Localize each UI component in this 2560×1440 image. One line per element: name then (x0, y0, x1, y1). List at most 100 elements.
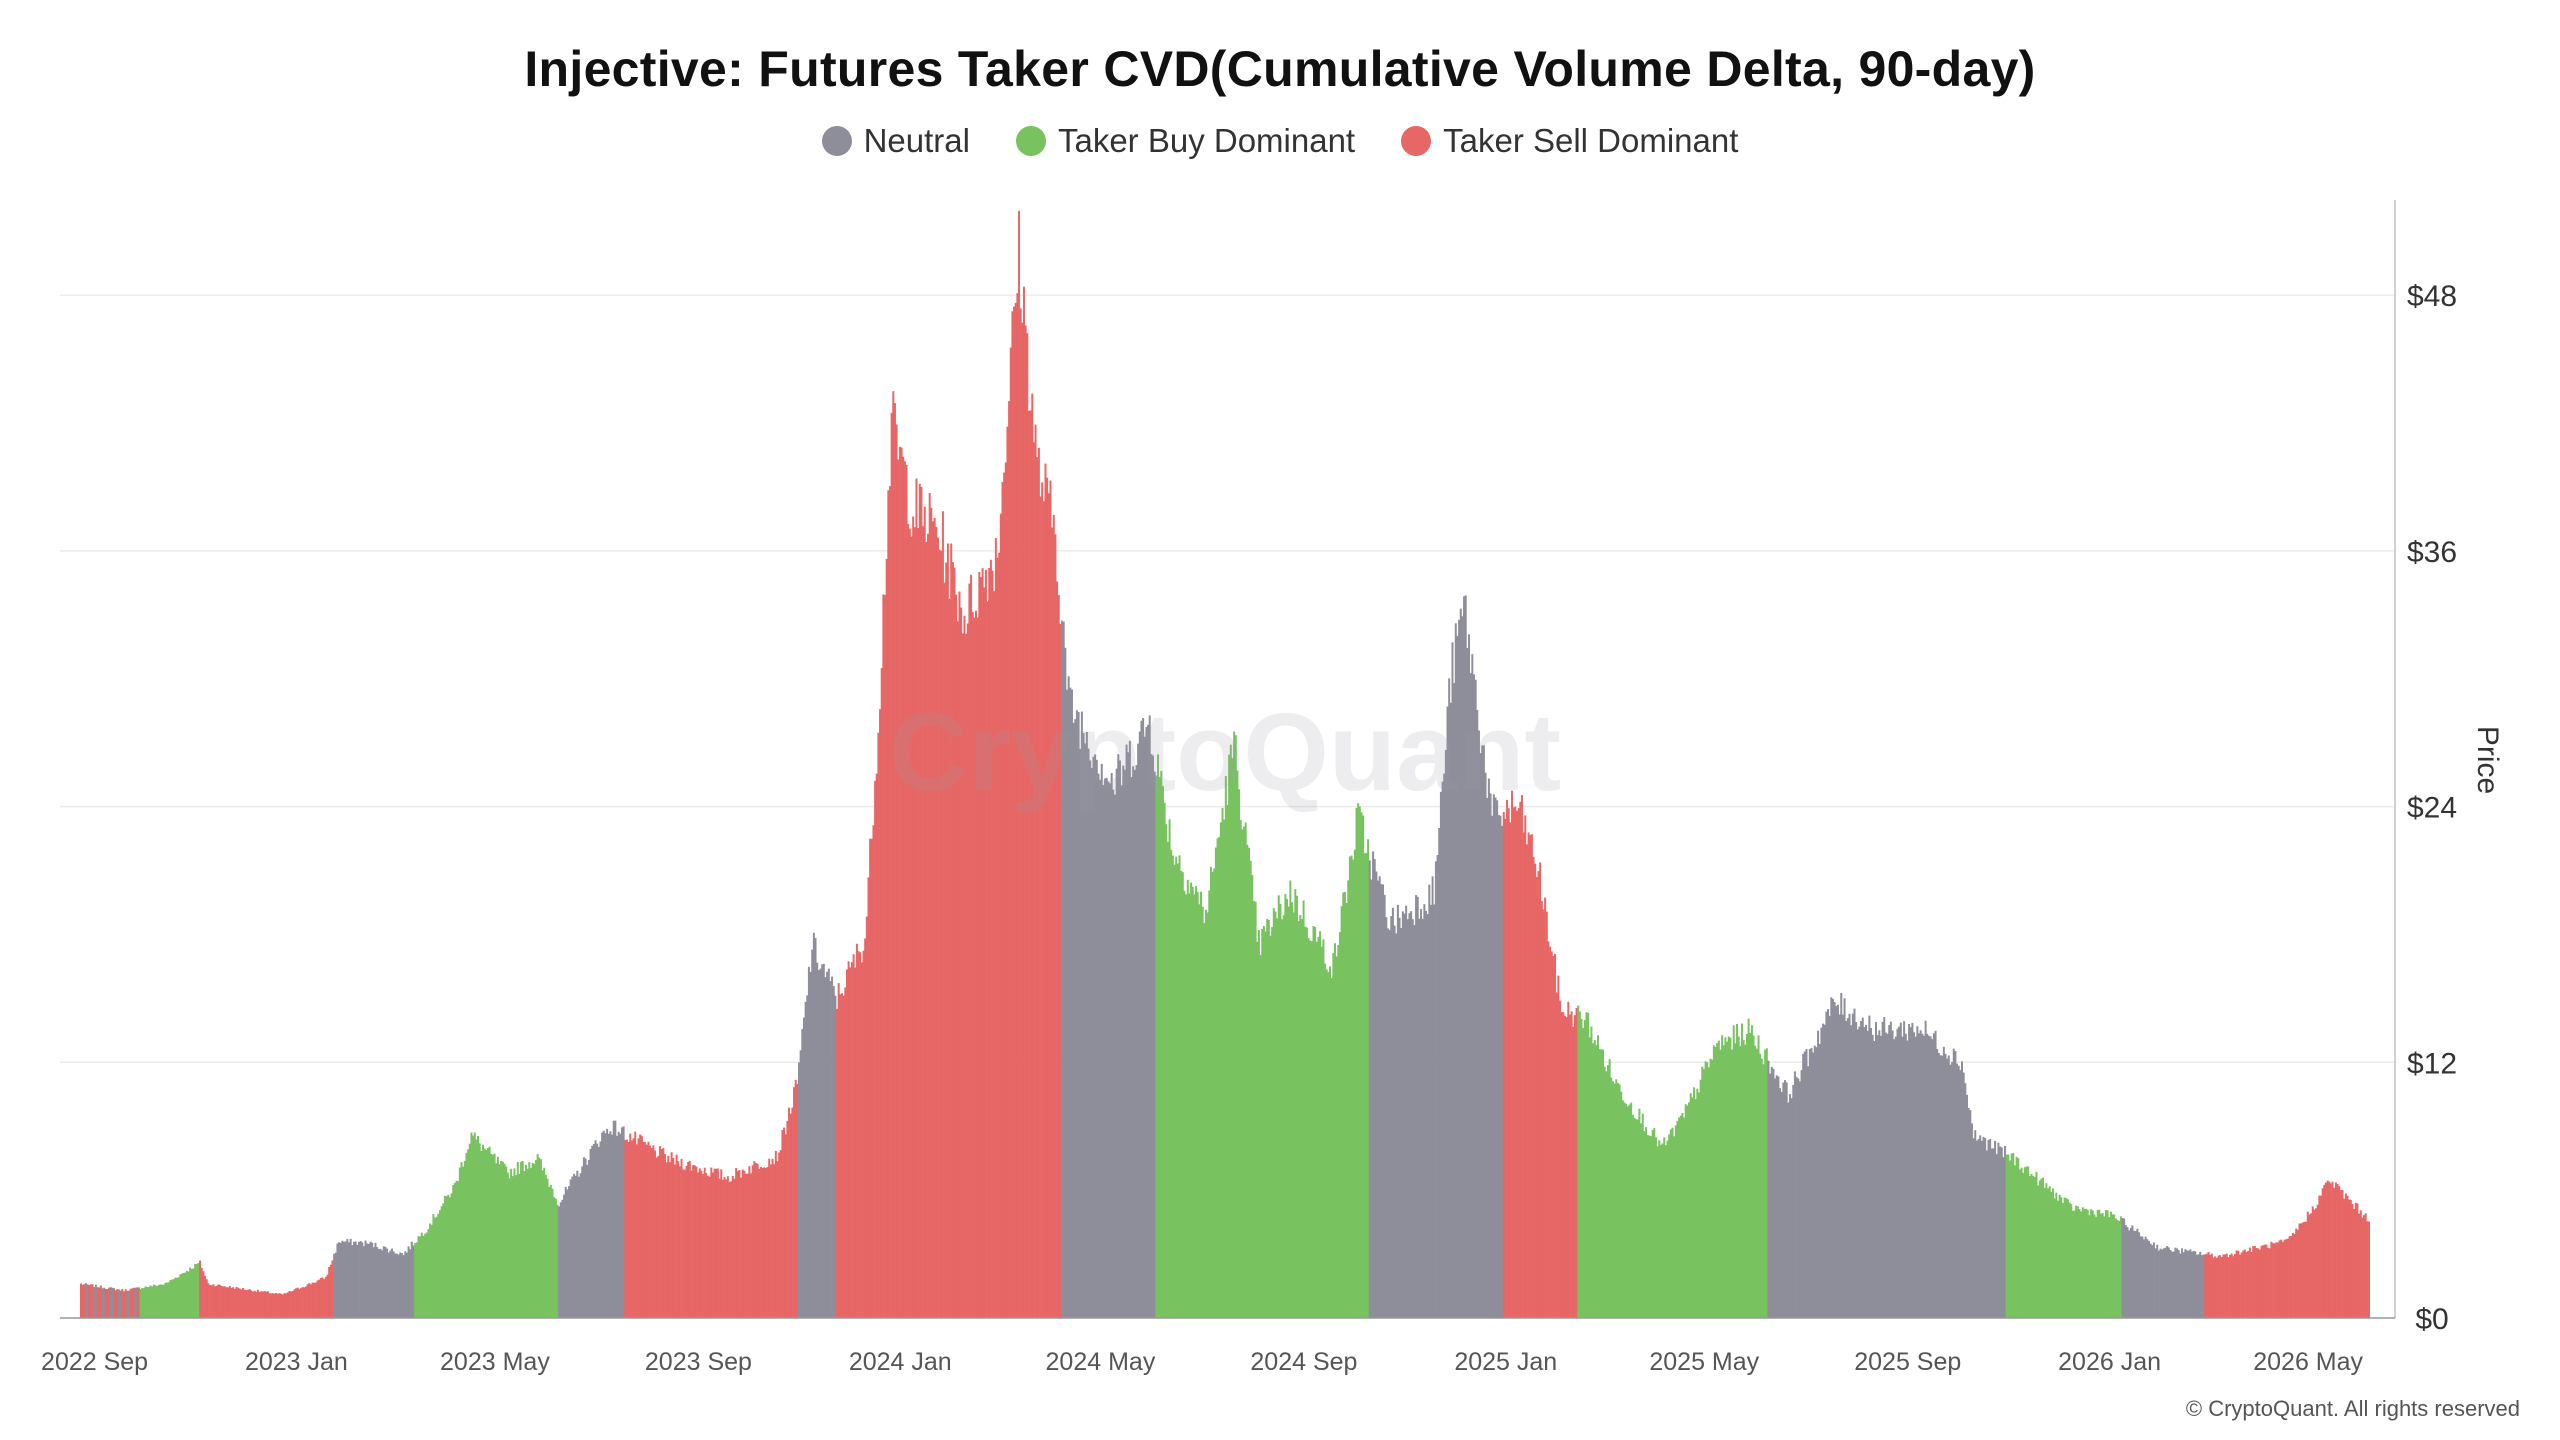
price-bar (1610, 1077, 1613, 1318)
price-bar (217, 1284, 220, 1318)
price-bar (2147, 1240, 2150, 1318)
price-bar (773, 1164, 776, 1318)
legend-item-taker-buy[interactable]: Taker Buy Dominant (1015, 122, 1355, 160)
price-bar (303, 1287, 306, 1318)
price-bar (2101, 1213, 2104, 1318)
price-bar (1693, 1087, 1696, 1318)
price-bar (495, 1163, 498, 1318)
price-bar (731, 1175, 734, 1318)
price-bar (687, 1161, 690, 1318)
price-bar (1994, 1140, 1997, 1318)
price-bar (410, 1241, 413, 1318)
price-bar (1702, 1068, 1705, 1318)
price-bar (377, 1249, 380, 1318)
price-bar (210, 1285, 213, 1318)
price-bar (209, 1284, 212, 1318)
price-bar (779, 1150, 782, 1318)
price-bar (1123, 769, 1126, 1318)
price-bar (663, 1154, 666, 1318)
price-bar (877, 732, 880, 1318)
price-bar (361, 1242, 364, 1318)
price-bar (859, 952, 862, 1318)
price-bar (867, 877, 870, 1318)
price-bar (1157, 754, 1159, 1318)
price-bar (1458, 619, 1461, 1318)
price-bar (759, 1166, 762, 1318)
price-bar (212, 1284, 215, 1318)
price-bar (1697, 1092, 1700, 1318)
price-bar (159, 1284, 162, 1318)
price-bar (2285, 1239, 2288, 1318)
price-bar (1135, 765, 1138, 1318)
price-bar (1304, 926, 1307, 1318)
price-bar (2103, 1216, 2106, 1318)
price-bar (2164, 1247, 2167, 1318)
price-bar (970, 574, 973, 1318)
price-bar (1779, 1088, 1782, 1318)
price-bar (1137, 743, 1140, 1318)
price-bar (725, 1179, 728, 1318)
price-bar (2262, 1245, 2265, 1318)
price-bar (2004, 1145, 2007, 1318)
price-bar (1608, 1059, 1611, 1318)
price-bar (1707, 1067, 1710, 1318)
price-bar (872, 825, 875, 1318)
price-bar (2149, 1243, 2152, 1318)
price-bar (2099, 1213, 2102, 1318)
price-bar (1372, 851, 1375, 1318)
price-bar (1668, 1134, 1671, 1318)
price-bar (2290, 1235, 2293, 1318)
price-bar (2033, 1176, 2036, 1318)
price-bar (1572, 1026, 1575, 1318)
price-bar (832, 986, 835, 1318)
price-bar (1755, 1048, 1758, 1318)
price-bar (491, 1154, 494, 1318)
price-bar (960, 607, 963, 1318)
price-bar (754, 1163, 757, 1318)
price-bar (1292, 912, 1295, 1318)
price-bar (2209, 1254, 2212, 1318)
price-bar (1522, 832, 1525, 1318)
price-bar (1094, 754, 1097, 1318)
price-bar (1724, 1037, 1727, 1318)
price-bar (132, 1287, 135, 1318)
price-bar (1567, 1001, 1570, 1318)
price-bar (629, 1133, 632, 1318)
price-bar (1544, 897, 1547, 1318)
price-bar (844, 987, 847, 1318)
price-bar (233, 1288, 236, 1318)
price-bar (573, 1173, 575, 1318)
price-bar (1107, 781, 1110, 1318)
legend-item-taker-sell[interactable]: Taker Sell Dominant (1401, 122, 1738, 160)
price-bar (1742, 1040, 1745, 1318)
price-bar (1302, 900, 1305, 1318)
legend-item-neutral[interactable]: Neutral (821, 122, 970, 160)
price-bar (386, 1248, 389, 1318)
price-bar (1266, 918, 1269, 1318)
price-bar (932, 521, 934, 1318)
price-bar (405, 1252, 408, 1318)
price-bar (1459, 608, 1462, 1318)
price-bar (1941, 1055, 1944, 1318)
price-bar (864, 938, 867, 1318)
price-bar (1582, 1028, 1585, 1318)
price-bar (890, 412, 893, 1318)
price-bar (1441, 781, 1444, 1318)
price-bar (99, 1285, 102, 1318)
price-bar (905, 465, 908, 1318)
price-bar (2171, 1251, 2174, 1318)
price-bar (1370, 879, 1373, 1318)
price-bar (448, 1197, 451, 1318)
price-bar (1580, 1018, 1583, 1318)
price-bar (435, 1216, 438, 1318)
price-bar (1487, 778, 1490, 1318)
price-bar (1284, 894, 1287, 1318)
price-bar (1706, 1062, 1709, 1318)
price-bar (2248, 1247, 2251, 1318)
price-bar (1281, 919, 1284, 1318)
price-bar (372, 1247, 375, 1318)
price-bar (1833, 1001, 1836, 1318)
price-bar (207, 1283, 210, 1318)
price-bar (1827, 1009, 1830, 1318)
price-bar (774, 1150, 777, 1318)
